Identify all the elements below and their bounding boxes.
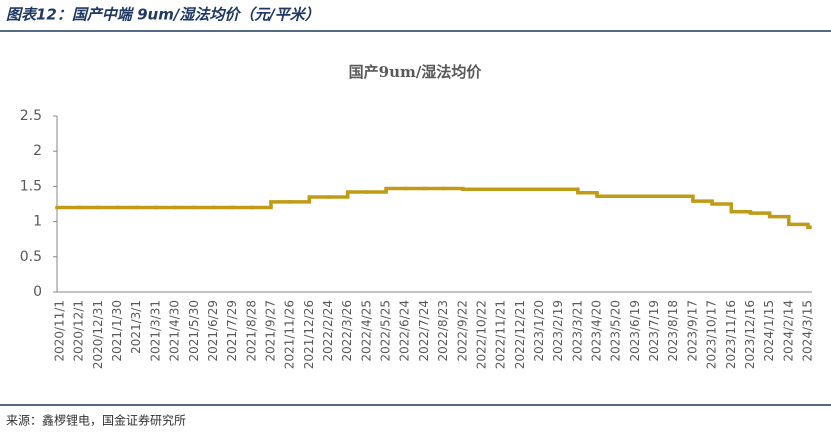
- x-tick-label: 2021/9/27: [263, 300, 277, 362]
- x-tick-label: 2023/10/17: [705, 300, 719, 369]
- chart-title: 国产9um/湿法均价: [349, 63, 483, 81]
- x-tick-label: 2022/11/21: [494, 300, 508, 369]
- y-tick-label: 0.5: [20, 249, 42, 265]
- x-tick-label: 2023/4/20: [590, 300, 604, 362]
- x-tick-label: 2021/8/28: [244, 300, 258, 362]
- x-tick-label: 2021/6/29: [206, 300, 220, 362]
- x-tick-label: 2022/8/23: [436, 300, 450, 362]
- x-tick-label: 2023/8/18: [666, 300, 680, 362]
- x-tick-label: 2024/3/15: [801, 300, 815, 362]
- x-tick-label: 2022/6/24: [398, 300, 412, 362]
- y-tick-label: 1: [33, 214, 42, 230]
- x-tick-label: 2023/3/21: [570, 300, 584, 362]
- x-tick-label: 2022/10/22: [474, 300, 488, 369]
- x-tick-label: 2024/1/15: [762, 300, 776, 362]
- x-tick-label: 2020/11/1: [53, 300, 67, 362]
- source: 来源：鑫椤锂电，国金证券研究所: [6, 413, 186, 428]
- x-tick-label: 2021/1/30: [110, 300, 124, 362]
- x-tick-label: 2022/12/21: [513, 300, 527, 369]
- x-tick-label: 2023/1/20: [532, 300, 546, 362]
- x-tick-label: 2021/12/26: [302, 300, 316, 369]
- x-tick-label: 2023/12/16: [743, 300, 757, 369]
- x-tick-label: 2023/7/19: [647, 300, 661, 362]
- x-tick-label: 2024/2/14: [781, 300, 795, 362]
- x-tick-label: 2021/3/1: [129, 300, 143, 354]
- x-tick-label: 2023/6/19: [628, 300, 642, 362]
- x-tick-label: 2023/9/17: [685, 300, 699, 362]
- y-tick-label: 2: [33, 143, 42, 159]
- x-tick-label: 2022/7/24: [417, 300, 431, 362]
- x-tick-label: 2021/4/30: [168, 300, 182, 362]
- figure-title: 图表12：国产中端 9um/湿法均价（元/平米）: [6, 6, 320, 24]
- x-tick-label: 2022/5/25: [379, 300, 393, 362]
- x-tick-label: 2022/4/25: [359, 300, 373, 362]
- x-tick-label: 2020/12/31: [91, 300, 105, 369]
- x-tick-label: 2020/12/1: [72, 300, 86, 362]
- x-tick-label: 2022/3/26: [340, 300, 354, 362]
- x-tick-label: 2021/5/30: [187, 300, 201, 362]
- y-tick-label: 1.5: [20, 178, 42, 194]
- x-tick-label: 2022/2/24: [321, 300, 335, 362]
- y-tick-label: 2.5: [20, 108, 42, 124]
- x-tick-label: 2021/3/31: [148, 300, 162, 362]
- x-tick-label: 2021/7/29: [225, 300, 239, 362]
- y-tick-label: 0: [33, 284, 42, 300]
- x-tick-label: 2023/2/19: [551, 300, 565, 362]
- x-tick-label: 2023/11/16: [724, 300, 738, 369]
- x-tick-label: 2023/5/20: [609, 300, 623, 362]
- x-tick-label: 2021/11/26: [283, 300, 297, 369]
- x-tick-label: 2022/9/22: [455, 300, 469, 362]
